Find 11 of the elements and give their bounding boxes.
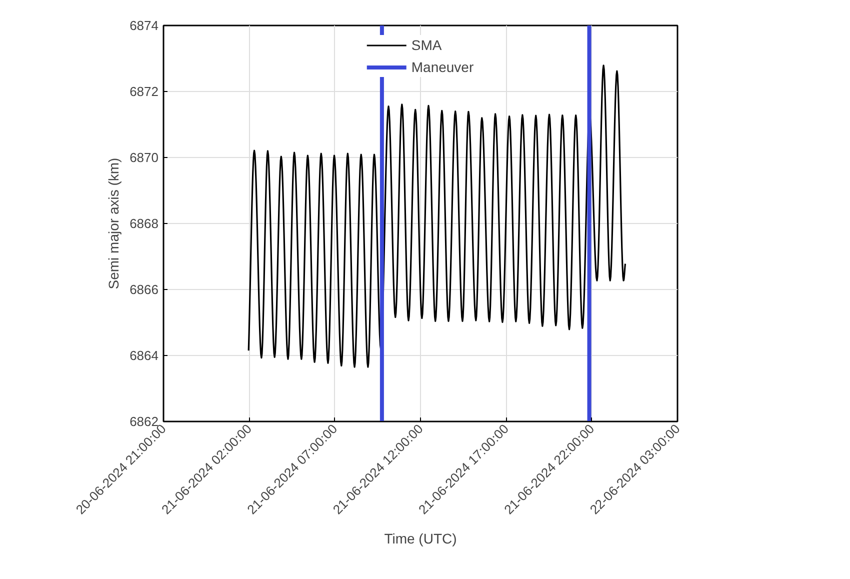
y-tick-label: 6864 xyxy=(130,348,158,363)
y-tick-label: 6874 xyxy=(130,18,158,33)
y-tick-label: 6872 xyxy=(130,84,158,99)
y-tick-label: 6868 xyxy=(130,216,158,231)
y-tick-label: 6866 xyxy=(130,282,158,297)
y-tick-label: 6870 xyxy=(130,150,158,165)
legend-label: SMA xyxy=(411,37,442,53)
y-tick-label: 6862 xyxy=(130,414,158,429)
y-axis-title: Semi major axis (km) xyxy=(106,158,122,290)
x-axis-title: Time (UTC) xyxy=(384,530,457,546)
ref-line-label: Maneuver xyxy=(411,59,474,75)
